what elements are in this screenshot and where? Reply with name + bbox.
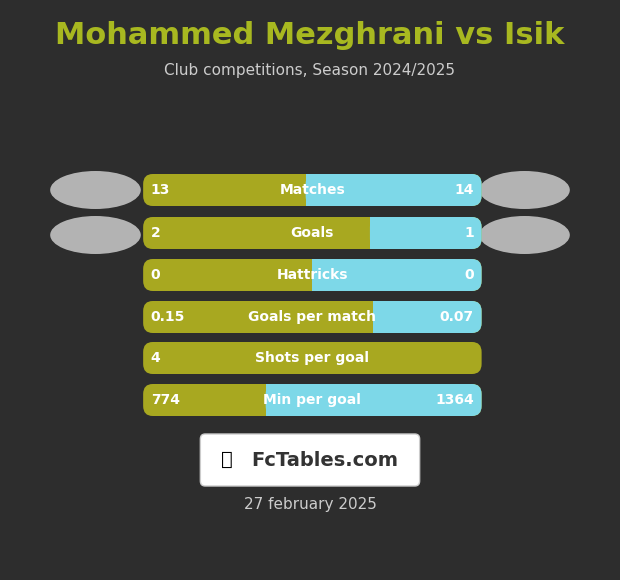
Text: Matches: Matches (280, 183, 345, 197)
FancyBboxPatch shape (143, 259, 482, 291)
FancyBboxPatch shape (143, 301, 482, 333)
FancyBboxPatch shape (143, 217, 482, 249)
FancyBboxPatch shape (143, 384, 482, 416)
Ellipse shape (50, 216, 141, 254)
Text: 0: 0 (151, 268, 161, 282)
FancyBboxPatch shape (266, 384, 482, 416)
Text: Goals per match: Goals per match (249, 310, 376, 324)
FancyBboxPatch shape (143, 342, 482, 374)
Text: FcTables.com: FcTables.com (251, 451, 398, 469)
Text: Goals: Goals (291, 226, 334, 240)
Text: 1364: 1364 (435, 393, 474, 407)
FancyBboxPatch shape (143, 174, 482, 206)
Bar (306, 174, 320, 206)
Text: Club competitions, Season 2024/2025: Club competitions, Season 2024/2025 (164, 63, 456, 78)
Bar (312, 259, 327, 291)
Bar (266, 384, 280, 416)
FancyBboxPatch shape (306, 174, 482, 206)
Ellipse shape (479, 216, 570, 254)
Bar (373, 301, 388, 333)
Ellipse shape (479, 171, 570, 209)
Text: Mohammed Mezghrani vs Isik: Mohammed Mezghrani vs Isik (55, 20, 565, 49)
Bar (370, 217, 384, 249)
Text: Min per goal: Min per goal (264, 393, 361, 407)
FancyBboxPatch shape (370, 217, 482, 249)
Text: 2: 2 (151, 226, 161, 240)
Text: Shots per goal: Shots per goal (255, 351, 370, 365)
FancyBboxPatch shape (373, 301, 482, 333)
Text: Hattricks: Hattricks (277, 268, 348, 282)
Text: 14: 14 (454, 183, 474, 197)
Text: 13: 13 (151, 183, 170, 197)
Text: 📊: 📊 (221, 450, 233, 469)
Text: 0: 0 (464, 268, 474, 282)
Text: 0.07: 0.07 (440, 310, 474, 324)
Ellipse shape (50, 171, 141, 209)
Text: 4: 4 (151, 351, 161, 365)
Text: 774: 774 (151, 393, 180, 407)
Text: 27 february 2025: 27 february 2025 (244, 498, 376, 513)
Text: 0.15: 0.15 (151, 310, 185, 324)
FancyBboxPatch shape (200, 434, 420, 486)
FancyBboxPatch shape (312, 259, 482, 291)
Text: 1: 1 (464, 226, 474, 240)
